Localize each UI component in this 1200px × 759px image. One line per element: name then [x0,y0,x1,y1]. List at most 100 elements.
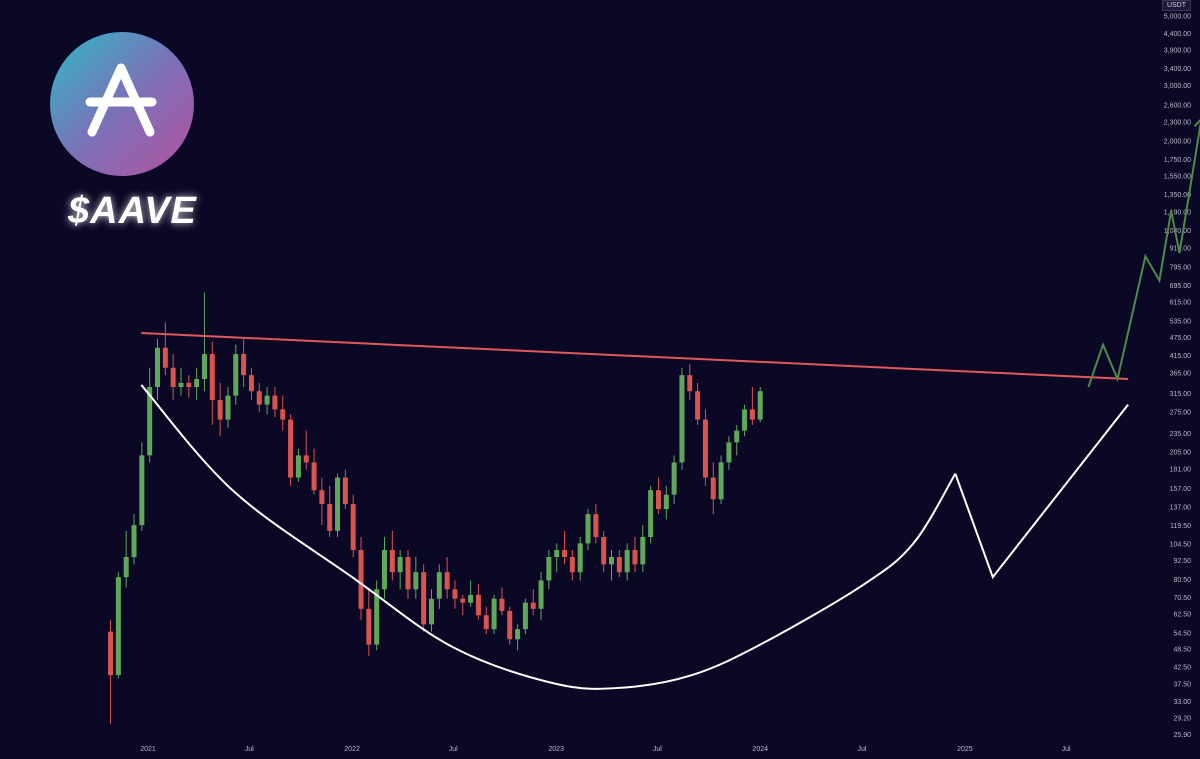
candle-down [311,462,317,491]
candle-down [389,549,395,573]
y-tick-label: 535.00 [1170,319,1192,326]
cup-curve [140,384,957,690]
candle-up [147,387,153,456]
candle-up [515,629,521,640]
x-tick-label: 2021 [140,746,156,753]
candle-up [491,598,497,630]
y-tick-label: 29.20 [1173,716,1191,723]
candle-down [632,549,638,565]
candle-up [718,462,724,500]
candle-down [405,556,411,590]
y-tick-label: 235.00 [1170,431,1192,438]
candle-up [397,556,403,573]
y-tick-label: 1,750.00 [1164,157,1191,164]
candle-down [569,556,575,573]
projection-arrow-head [1193,118,1200,127]
candle-up [554,549,560,557]
candle-up [734,430,740,443]
y-tick-label: 2,000.00 [1164,139,1191,146]
x-tick-label: Jul [653,746,662,753]
candle-down [162,347,168,368]
candle-up [382,549,388,590]
candle-down [288,419,294,478]
candle-up [663,494,669,510]
candle-up [436,572,442,599]
candle-down [460,598,466,603]
candle-up [413,572,419,590]
y-tick-label: 415.00 [1170,353,1192,360]
candle-up [522,602,528,630]
y-tick-label: 275.00 [1170,409,1192,416]
y-tick-label: 119.50 [1170,523,1191,530]
candle-down [319,490,325,505]
candle-up [131,525,137,557]
candle-down [272,395,278,410]
x-tick-label: 2025 [957,746,973,753]
x-tick-label: Jul [1062,746,1071,753]
candle-down [444,572,450,590]
x-tick-label: Jul [245,746,254,753]
candle-down [209,354,215,401]
y-tick-label: 104.50 [1170,541,1192,548]
y-tick-label: 4,400.00 [1164,31,1191,38]
handle-path [954,403,1129,580]
y-tick-label: 1,350.00 [1164,192,1191,199]
y-tick-label: 795.00 [1170,264,1192,271]
candle-down [749,409,755,420]
candle-down [687,375,693,392]
candle-up [468,594,474,603]
candle-up [671,462,677,495]
y-tick-label: 80.50 [1173,577,1191,584]
candle-up [538,580,544,609]
candle-up [428,598,434,625]
y-tick-label: 2,300.00 [1164,119,1191,126]
candle-down [303,455,309,463]
candle-down [256,391,262,405]
candle-up [295,455,301,478]
candle-down [601,536,607,565]
candle-down [366,608,372,645]
candle-up [225,395,231,420]
y-tick-label: 37.50 [1173,681,1191,688]
candle-up [233,354,239,396]
candle-down [342,477,348,505]
candle-down [327,504,333,531]
y-tick-label: 33.00 [1173,699,1191,706]
candle-up [679,375,685,463]
candle-up [726,442,732,463]
y-tick-label: 615.00 [1170,300,1192,307]
candle-up [139,455,145,526]
candle-down [421,572,427,625]
y-tick-label: 475.00 [1170,335,1192,342]
y-tick-label: 315.00 [1170,391,1192,398]
candle-up [546,556,552,581]
candle-up [374,589,380,645]
y-tick-label: 181.00 [1170,466,1192,473]
candle-down [241,354,247,376]
y-tick-label: 157.00 [1170,486,1192,493]
y-tick-label: 62.50 [1173,612,1191,619]
candle-up [155,347,161,388]
projection-path [1087,121,1200,388]
y-tick-label: 3,900.00 [1164,47,1191,54]
candle-up [577,543,583,573]
y-tick-label: 137.00 [1170,505,1192,512]
y-tick-label: 1,190.00 [1164,209,1191,216]
resistance-line [141,332,1129,380]
y-tick-label: 25.90 [1173,732,1191,739]
y-tick-label: 42.50 [1173,664,1191,671]
x-tick-label: 2022 [344,746,360,753]
candle-up [757,391,763,420]
y-tick-label: 695.00 [1170,283,1192,290]
candle-up [115,577,121,676]
y-tick-label: 54.50 [1173,630,1191,637]
candle-down [483,615,489,630]
candle-up [624,549,630,573]
y-tick-label: 92.50 [1173,558,1191,565]
candle-up [640,536,646,565]
y-tick-label: 3,000.00 [1164,83,1191,90]
y-tick-label: 365.00 [1170,371,1192,378]
x-tick-label: 2024 [752,746,768,753]
